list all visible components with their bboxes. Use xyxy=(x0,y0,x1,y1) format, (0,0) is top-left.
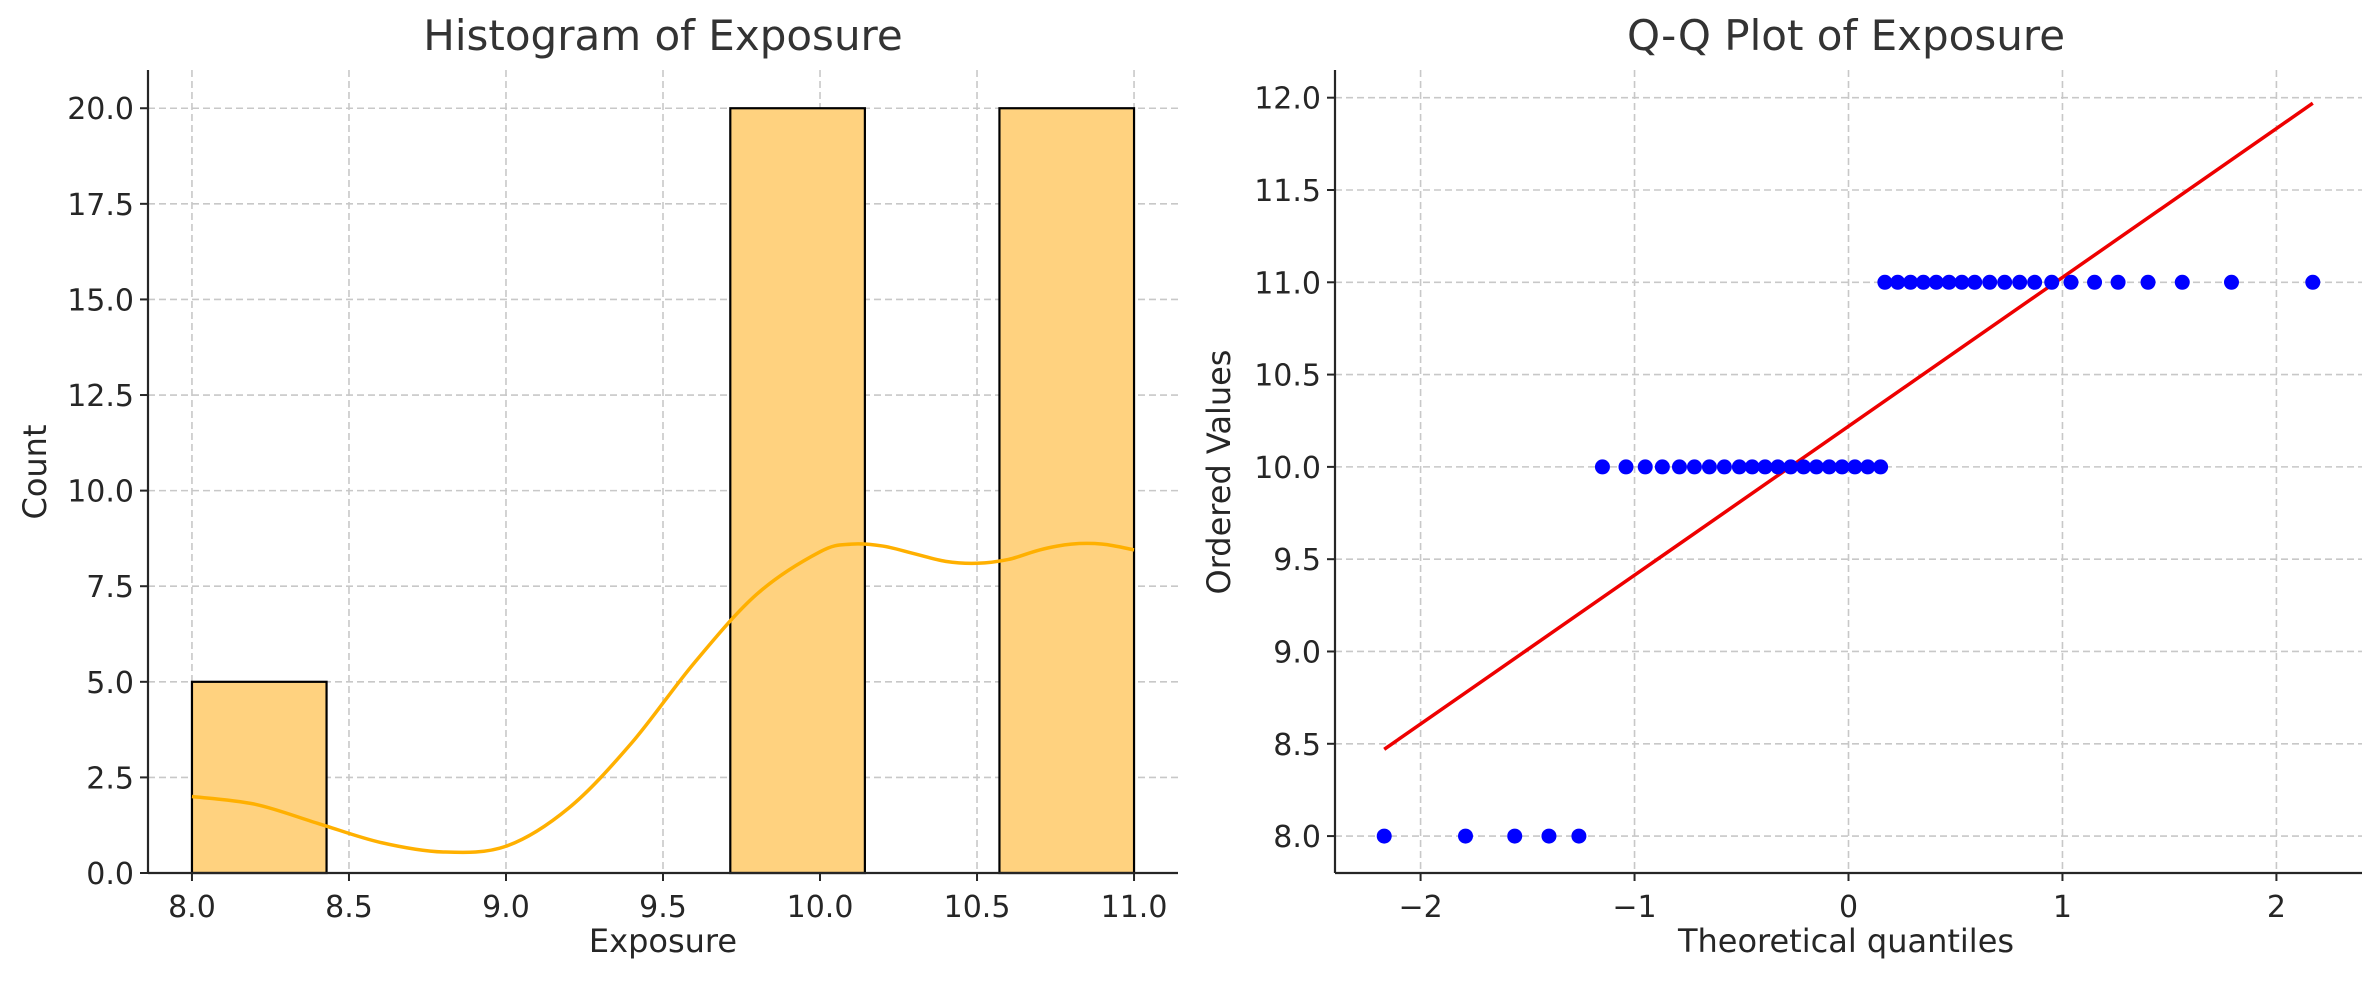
qq-plot-grid xyxy=(1335,70,2362,873)
histogram-x-tick-label: 9.0 xyxy=(482,890,530,925)
histogram-panel: 8.0 8.5 9.0 9.5 10.0 10.5 11.0 0.0 2.5 5.0 7.5 10.… xyxy=(16,11,1178,960)
qq-plot-y-tick-label: 11.0 xyxy=(1254,266,1321,301)
qq-plot-point xyxy=(2087,274,2103,290)
qq-plot-point xyxy=(2012,274,2028,290)
qq-plot-point xyxy=(1997,274,2013,290)
qq-plot-point xyxy=(1541,828,1557,844)
qq-plot-point xyxy=(1967,274,1983,290)
qq-plot-x-tick-label: −1 xyxy=(1612,890,1656,925)
qq-plot-point xyxy=(1770,459,1786,475)
qq-plot-point xyxy=(1376,828,1392,844)
qq-plot-point xyxy=(1507,828,1523,844)
histogram-y-ticks: 0.0 2.5 5.0 7.5 10.0 12.5 15.0 17.5 20.0 xyxy=(67,92,148,892)
qq-plot-point xyxy=(1783,459,1799,475)
qq-plot-point xyxy=(1847,459,1863,475)
qq-plot-fit-line xyxy=(1383,101,2314,751)
histogram-y-tick-label: 7.5 xyxy=(86,570,134,605)
qq-plot-x-tick-label: 1 xyxy=(2053,890,2072,925)
qq-plot-point xyxy=(1903,274,1919,290)
histogram-x-tick-label: 9.5 xyxy=(639,890,687,925)
qq-plot-point xyxy=(1915,274,1931,290)
qq-plot-panel: −2 −1 0 1 2 8.0 8.5 9.0 9.5 10.0 10.5 11.0 11.5 12.0… xyxy=(1200,11,2362,960)
qq-plot-point xyxy=(1744,459,1760,475)
histogram-bar xyxy=(998,107,1136,875)
histogram-bar xyxy=(729,107,866,875)
qq-plot-point xyxy=(1654,459,1670,475)
qq-plot-point xyxy=(1458,828,1474,844)
qq-plot-point xyxy=(1731,459,1747,475)
qq-plot-point xyxy=(1571,828,1587,844)
qq-plot-x-tick-label: 2 xyxy=(2267,890,2286,925)
qq-plot-point xyxy=(1796,459,1812,475)
qq-plot-y-tick-label: 8.0 xyxy=(1273,820,1321,855)
histogram-x-tick-label: 8.5 xyxy=(325,890,373,925)
qq-plot-point xyxy=(1594,459,1610,475)
histogram-y-tick-label: 15.0 xyxy=(67,283,134,318)
histogram-x-tick-label: 11.0 xyxy=(1101,890,1168,925)
qq-plot-point xyxy=(1808,459,1824,475)
histogram-kde-curve xyxy=(191,541,1135,855)
histogram-y-tick-label: 20.0 xyxy=(67,92,134,127)
qq-plot-point xyxy=(1873,459,1889,475)
histogram-bar xyxy=(190,680,328,875)
qq-plot-y-tick-label: 10.0 xyxy=(1254,451,1321,486)
qq-plot-y-tick-label: 12.0 xyxy=(1254,82,1321,117)
qq-plot-point xyxy=(2223,274,2239,290)
qq-plot-point xyxy=(1637,459,1653,475)
qq-plot-y-tick-label: 9.0 xyxy=(1273,635,1321,670)
qq-plot-point xyxy=(1834,459,1850,475)
histogram-bars xyxy=(190,107,1136,875)
histogram-y-tick-label: 2.5 xyxy=(86,761,134,796)
qq-plot-point xyxy=(1877,274,1893,290)
qq-plot-point xyxy=(2110,274,2126,290)
qq-plot-point xyxy=(2140,274,2156,290)
qq-plot-y-tick-label: 8.5 xyxy=(1273,728,1321,763)
qq-plot-point xyxy=(1757,459,1773,475)
qq-plot-x-tick-label: 0 xyxy=(1839,890,1858,925)
histogram-x-tick-label: 10.5 xyxy=(944,890,1011,925)
qq-plot-y-ticks: 8.0 8.5 9.0 9.5 10.0 10.5 11.0 11.5 12.0 xyxy=(1254,82,1335,855)
qq-plot-point xyxy=(1716,459,1732,475)
qq-plot-point xyxy=(2044,274,2060,290)
qq-plot-point xyxy=(1982,274,1998,290)
qq-plot-x-ticks: −2 −1 0 1 2 xyxy=(1398,873,2286,925)
histogram-x-tick-label: 10.0 xyxy=(787,890,854,925)
qq-plot-point xyxy=(1618,459,1634,475)
qq-plot-point xyxy=(2174,274,2190,290)
qq-plot-point xyxy=(1686,459,1702,475)
qq-plot-point xyxy=(1941,274,1957,290)
qq-plot-x-axis-label: Theoretical quantiles xyxy=(1677,922,2014,960)
histogram-y-tick-label: 17.5 xyxy=(67,188,134,223)
histogram-x-axis-label: Exposure xyxy=(589,922,737,960)
histogram-x-ticks: 8.0 8.5 9.0 9.5 10.0 10.5 11.0 xyxy=(168,873,1167,925)
qq-plot-point xyxy=(1890,274,1906,290)
qq-plot-y-tick-label: 10.5 xyxy=(1254,359,1321,394)
histogram-y-tick-label: 12.5 xyxy=(67,379,134,414)
histogram-title: Histogram of Exposure xyxy=(423,11,903,60)
histogram-y-tick-label: 10.0 xyxy=(67,475,134,510)
qq-plot-points xyxy=(1376,274,2321,844)
qq-plot-title: Q-Q Plot of Exposure xyxy=(1627,11,2065,60)
qq-plot-point xyxy=(1821,459,1837,475)
qq-plot-y-tick-label: 11.5 xyxy=(1254,174,1321,209)
histogram-y-axis-label: Count xyxy=(16,424,54,519)
histogram-y-tick-label: 5.0 xyxy=(86,666,134,701)
qq-plot-point xyxy=(2063,274,2079,290)
qq-plot-x-tick-label: −2 xyxy=(1398,890,1442,925)
qq-plot-point xyxy=(1701,459,1717,475)
qq-plot-point xyxy=(1954,274,1970,290)
qq-plot-point xyxy=(2305,274,2321,290)
qq-plot-point xyxy=(1671,459,1687,475)
qq-plot-point xyxy=(1928,274,1944,290)
qq-plot-y-axis-label: Ordered Values xyxy=(1200,350,1238,595)
histogram-y-tick-label: 0.0 xyxy=(86,857,134,892)
qq-plot-y-tick-label: 9.5 xyxy=(1273,543,1321,578)
histogram-x-tick-label: 8.0 xyxy=(168,890,216,925)
qq-plot-point xyxy=(2027,274,2043,290)
qq-plot-point xyxy=(1860,459,1876,475)
